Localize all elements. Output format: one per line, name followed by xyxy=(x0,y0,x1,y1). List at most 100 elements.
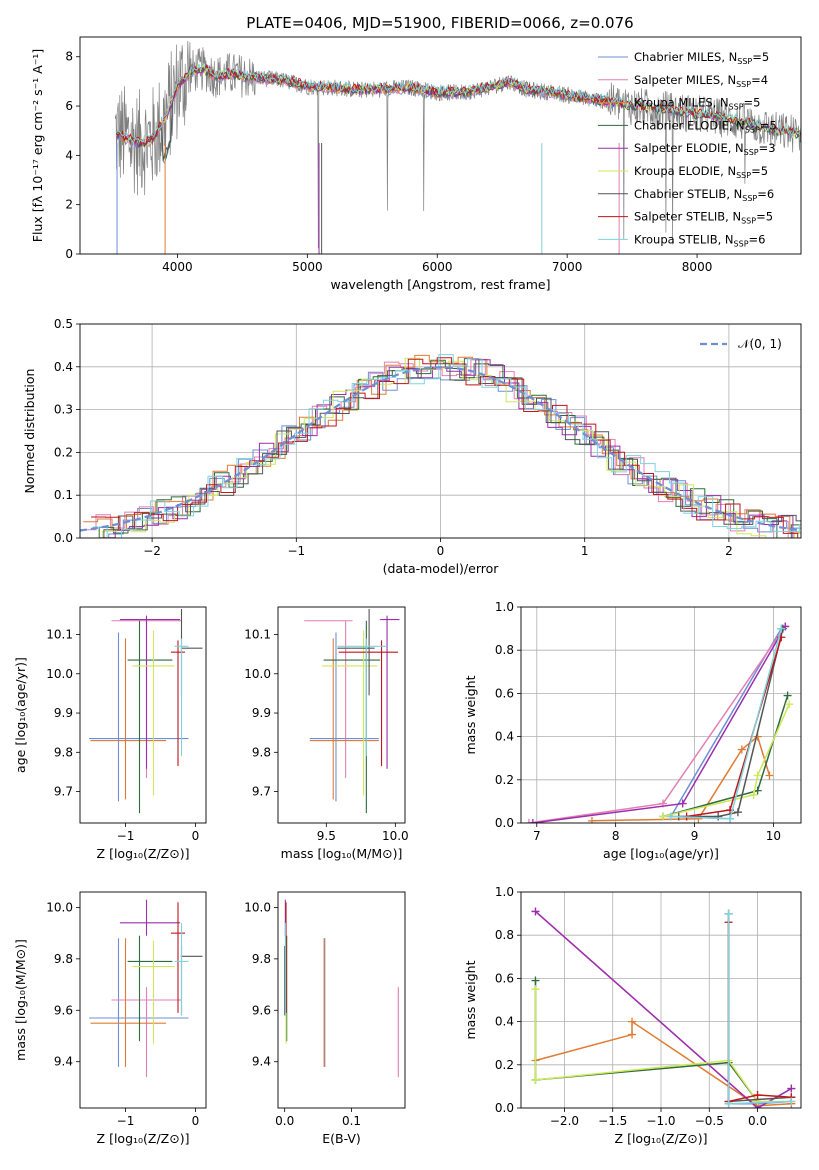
y-tick-label: 0.4 xyxy=(495,1015,514,1029)
x-axis-label: wavelength [Angstrom, rest frame] xyxy=(330,277,550,292)
x-tick-label: −1 xyxy=(287,544,305,558)
weight-point-kroupa_stelib xyxy=(787,1097,796,1106)
estimate-kroupa_elodie xyxy=(132,940,175,1044)
legend-label-salpeter_stelib: Salpeter STELIB, NSSP=5 xyxy=(634,210,773,226)
legend-label-chabrier_miles: Chabrier MILES, NSSP=5 xyxy=(634,50,769,66)
weight-point-kroupa_miles xyxy=(587,816,596,823)
x-tick-label: 4000 xyxy=(162,260,193,274)
weight-point-kroupa_stelib xyxy=(726,814,735,823)
estimate-kroupa_stelib xyxy=(174,638,189,757)
estimate-salpeter_stelib xyxy=(171,640,185,767)
weight-point-salpeter_elodie xyxy=(678,799,687,808)
estimate-chabrier_miles xyxy=(309,632,379,802)
weight-point-chabrier_stelib xyxy=(714,812,723,821)
figure-title: PLATE=0406, MJD=51900, FIBERID=0066, z=0… xyxy=(246,14,633,32)
estimate-chabrier_elodie xyxy=(127,935,173,1042)
weight-point-kroupa_elodie xyxy=(658,812,667,821)
residual-hist-chabrier_elodie xyxy=(98,359,801,538)
y-tick-label: 9.7 xyxy=(252,785,271,799)
axes-frame xyxy=(277,891,406,1109)
y-tick-label: 9.7 xyxy=(54,785,73,799)
weight-line-kroupa_miles xyxy=(535,1020,792,1107)
y-tick-label: 9.6 xyxy=(54,1003,73,1017)
chart-spectrum: 4000 5000 6000 7000 8000 0 2 4 6 8 wavelength [Ang… xyxy=(30,36,802,292)
x-tick-label: 0 xyxy=(437,544,445,558)
y-tick-label: 10.0 xyxy=(46,900,73,914)
axes-frame xyxy=(520,606,802,824)
y-tick-label: 0.4 xyxy=(495,730,514,744)
estimate-chabrier_miles xyxy=(89,938,189,1067)
observed-spectrum xyxy=(114,40,801,249)
axes-frame xyxy=(79,36,802,255)
estimate-salpeter_elodie xyxy=(380,615,400,769)
legend-label-chabrier_stelib: Chabrier STELIB, NSSP=6 xyxy=(634,187,774,203)
y-tick-label: 9.9 xyxy=(54,706,73,720)
y-axis-label: mass weight xyxy=(463,960,478,1039)
y-tick-label: 0.2 xyxy=(54,445,73,459)
x-tick-label: 0 xyxy=(192,1114,200,1128)
y-tick-label: 10.1 xyxy=(46,627,73,641)
y-tick-label: 10.0 xyxy=(46,667,73,681)
y-tick-label: 9.8 xyxy=(252,745,271,759)
plot-area xyxy=(114,40,801,254)
y-tick-label: 9.8 xyxy=(252,952,271,966)
weight-point-kroupa_stelib xyxy=(724,909,733,918)
plot-area xyxy=(89,608,203,814)
x-tick-label: 10.0 xyxy=(382,829,409,843)
x-tick-label: 1 xyxy=(581,544,589,558)
x-tick-label: 0.0 xyxy=(275,1114,294,1128)
y-axis-label: Normed distribution xyxy=(22,369,37,494)
x-tick-label: 2 xyxy=(725,544,733,558)
weight-point-salpeter_elodie xyxy=(528,819,537,823)
x-tick-label: 6000 xyxy=(422,260,453,274)
chart-weight_vs_age: 7 8 9 10 0.0 0.2 0.4 0.6 0.8 1.0 age [log₁₀(age/yr… xyxy=(463,600,802,861)
plot-area xyxy=(80,324,801,538)
weight-point-salpeter_elodie xyxy=(531,907,540,916)
estimate-kroupa_elodie xyxy=(132,630,175,796)
x-tick-label: 10 xyxy=(766,829,781,843)
weight-point-chabrier_stelib xyxy=(733,808,742,817)
estimate-kroupa_miles xyxy=(309,638,379,800)
estimate-kroupa_miles xyxy=(90,638,167,800)
x-tick-label: −1.0 xyxy=(646,1114,675,1128)
x-tick-label: 0.1 xyxy=(342,1114,361,1128)
axes-frame xyxy=(79,323,802,539)
y-tick-label: 10.1 xyxy=(244,627,271,641)
legend-label-salpeter_miles: Salpeter MILES, NSSP=4 xyxy=(634,73,768,89)
residual-hist-kroupa_miles xyxy=(83,354,801,534)
plot-area xyxy=(521,607,801,823)
y-tick-label: 0.2 xyxy=(495,773,514,787)
y-tick-label: 9.4 xyxy=(54,1055,73,1069)
legend-label-salpeter_elodie: Salpeter ELODIE, NSSP=3 xyxy=(634,141,776,157)
x-axis-label: Z [log₁₀(Z/Z⊙)] xyxy=(97,1131,190,1146)
residual-hist-chabrier_stelib xyxy=(103,358,801,538)
spectrum-legend: Chabrier MILES, NSSP=5 Salpeter MILES, NS… xyxy=(598,50,777,248)
weight-point-kroupa_elodie xyxy=(785,700,794,709)
y-tick-label: 0.0 xyxy=(495,816,514,830)
y-tick-label: 0 xyxy=(65,247,73,261)
legend-label-kroupa_miles: Kroupa MILES, NSSP=5 xyxy=(634,96,760,112)
y-axis-label: mass [log₁₀(M/M⊙)] xyxy=(13,939,28,1061)
chart-weight_vs_z: −2.0 −1.5 −1.0 −0.5 0.0 0.0 0.2 0.4 0.6 0.8 1.0 Z [… xyxy=(463,885,802,1146)
y-axis-label: Flux [fλ 10⁻¹⁷ erg cm⁻² s⁻¹ A⁻¹] xyxy=(30,49,45,242)
y-tick-label: 10.0 xyxy=(244,667,271,681)
legend-label-normal: 𝒩(0, 1) xyxy=(738,337,782,351)
x-tick-label: −0.5 xyxy=(695,1114,724,1128)
weight-line-salpeter_elodie xyxy=(535,910,792,1108)
y-tick-label: 0.8 xyxy=(495,928,514,942)
model-spectrum-kroupa_stelib xyxy=(116,63,801,145)
x-tick-label: 5000 xyxy=(292,260,323,274)
estimate-salpeter_miles xyxy=(111,987,182,1078)
weight-point-kroupa_elodie xyxy=(749,790,758,799)
weight-point-chabrier_elodie xyxy=(783,691,792,700)
y-tick-label: 9.6 xyxy=(252,1003,271,1017)
x-axis-label: mass [log₁₀(M/M⊙)] xyxy=(281,846,403,861)
axes-frame xyxy=(277,606,406,824)
residual-hist-kroupa_stelib xyxy=(92,354,801,538)
estimate-salpeter_miles xyxy=(304,620,353,778)
x-tick-label: 7 xyxy=(533,829,541,843)
y-tick-label: 0.6 xyxy=(495,971,514,985)
weight-point-kroupa_stelib xyxy=(724,1099,733,1108)
residual-hist-salpeter_stelib xyxy=(91,357,799,538)
legend-label-kroupa_elodie: Kroupa ELODIE, NSSP=5 xyxy=(634,164,768,180)
